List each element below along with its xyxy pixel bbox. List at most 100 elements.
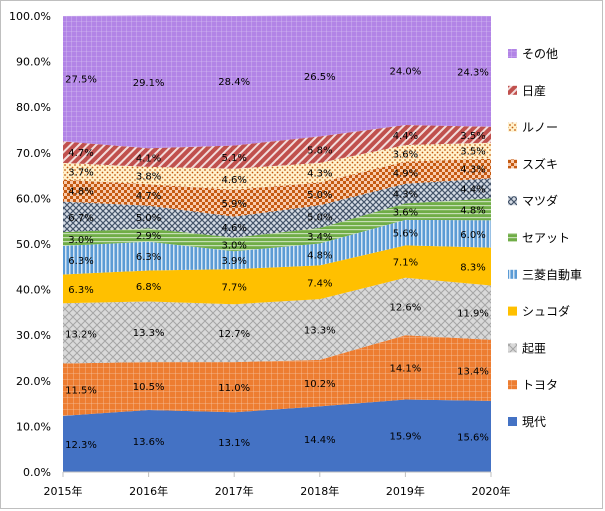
area-series-7 xyxy=(63,158,491,217)
legend-label: セアット xyxy=(522,231,570,245)
data-label: 6.0% xyxy=(460,230,485,241)
areas-layer xyxy=(63,15,491,472)
x-tick-label: 2020年 xyxy=(472,484,511,498)
y-tick-label: 20.0% xyxy=(16,375,51,388)
data-label: 5.0% xyxy=(307,190,332,201)
data-label: 7.1% xyxy=(393,258,418,269)
data-label: 5.8% xyxy=(307,146,332,157)
data-label: 15.9% xyxy=(390,432,422,443)
data-label: 6.3% xyxy=(136,252,161,263)
data-label: 3.4% xyxy=(307,232,332,243)
data-label: 3.5% xyxy=(460,131,485,142)
legend-label: トヨタ xyxy=(522,378,558,392)
data-label: 13.4% xyxy=(457,366,489,377)
data-label: 26.5% xyxy=(304,72,336,83)
data-label: 12.7% xyxy=(218,329,250,340)
x-tick-label: 2018年 xyxy=(300,484,339,498)
data-label: 4.4% xyxy=(393,131,418,142)
legend-label: 現代 xyxy=(522,415,546,429)
data-label: 3.6% xyxy=(393,208,418,219)
legend-swatch xyxy=(508,233,517,242)
legend-label: シュコダ xyxy=(522,304,570,319)
data-label: 5.0% xyxy=(136,213,161,224)
data-label: 27.5% xyxy=(65,75,97,86)
legend-swatch xyxy=(508,269,517,279)
data-label: 5.1% xyxy=(221,153,246,164)
data-label: 13.6% xyxy=(133,437,165,448)
area-series-3 xyxy=(63,245,491,305)
legend-swatch xyxy=(508,343,517,353)
area-series-6 xyxy=(63,178,491,238)
data-labels-layer: 12.3% 13.6% 13.1% 14.4% 15.9% 15.6% 11.5% 10.5%… xyxy=(65,66,489,451)
data-label: 4.7% xyxy=(136,191,161,202)
area-series-1 xyxy=(63,335,491,416)
data-label: 12.6% xyxy=(390,302,422,313)
legend-label: 三菱自動車 xyxy=(522,268,582,282)
data-label: 7.4% xyxy=(307,278,332,289)
data-label: 3.6% xyxy=(393,149,418,160)
data-label: 4.6% xyxy=(221,223,246,234)
data-label: 24.0% xyxy=(390,66,422,77)
data-label: 15.6% xyxy=(457,432,489,443)
y-tick-label: 60.0% xyxy=(16,192,51,205)
data-label: 11.0% xyxy=(218,383,250,394)
data-label: 4.8% xyxy=(307,250,332,261)
data-label: 3.0% xyxy=(221,240,246,251)
area-series-10 xyxy=(63,15,491,149)
data-label: 8.3% xyxy=(460,263,485,274)
data-label: 14.4% xyxy=(304,435,336,446)
y-tick-label: 40.0% xyxy=(16,284,51,297)
data-label: 4.8% xyxy=(68,187,93,198)
x-tick-label: 2017年 xyxy=(215,484,254,498)
area-series-4 xyxy=(63,219,491,275)
data-label: 4.6% xyxy=(221,175,246,186)
data-label: 28.4% xyxy=(218,77,250,88)
area-series-0 xyxy=(63,399,491,472)
area-series-9 xyxy=(63,124,491,169)
data-label: 6.8% xyxy=(136,282,161,293)
data-label: 13.3% xyxy=(133,328,165,339)
data-label: 7.7% xyxy=(221,283,246,294)
data-label: 13.3% xyxy=(304,326,336,337)
legend-swatch xyxy=(508,159,517,169)
data-label: 12.3% xyxy=(65,440,97,451)
y-tick-label: 10.0% xyxy=(16,420,51,433)
data-label: 10.5% xyxy=(133,382,165,393)
legend-swatch xyxy=(508,196,517,206)
data-label: 6.7% xyxy=(68,213,93,224)
axis-layer: 0.0% 10.0% 20.0% 30.0% 40.0% 50.0% 60.0% 70.0% 8… xyxy=(9,10,510,498)
data-label: 29.1% xyxy=(133,78,165,89)
y-tick-label: 80.0% xyxy=(16,101,51,114)
data-label: 4.8% xyxy=(460,205,485,216)
data-label: 5.9% xyxy=(221,199,246,210)
data-label: 4.1% xyxy=(136,154,161,165)
data-label: 3.7% xyxy=(68,167,93,178)
data-label: 4.7% xyxy=(68,148,93,159)
area-series-8 xyxy=(63,142,491,190)
data-label: 4.3% xyxy=(460,165,485,176)
legend-swatch xyxy=(508,306,517,316)
data-label: 10.2% xyxy=(304,379,336,390)
data-label: 3.0% xyxy=(68,235,93,246)
data-label: 4.4% xyxy=(460,184,485,195)
y-tick-label: 50.0% xyxy=(16,238,51,251)
legend-swatch xyxy=(508,380,517,390)
legend-swatch xyxy=(508,85,517,95)
x-tick-label: 2019年 xyxy=(386,484,425,498)
data-label: 2.9% xyxy=(136,231,161,242)
data-label: 11.9% xyxy=(457,309,489,320)
data-label: 4.3% xyxy=(393,190,418,201)
legend-label: スズキ xyxy=(522,156,558,171)
data-label: 3.9% xyxy=(221,256,246,267)
area-series-2 xyxy=(63,277,491,364)
legend-swatch xyxy=(508,417,517,426)
area-series-5 xyxy=(63,198,491,252)
legend-label: ルノー xyxy=(522,121,558,135)
y-tick-label: 30.0% xyxy=(16,329,51,342)
data-label: 4.3% xyxy=(307,169,332,180)
x-tick-label: 2015年 xyxy=(44,484,83,498)
legend-swatch xyxy=(508,122,517,132)
